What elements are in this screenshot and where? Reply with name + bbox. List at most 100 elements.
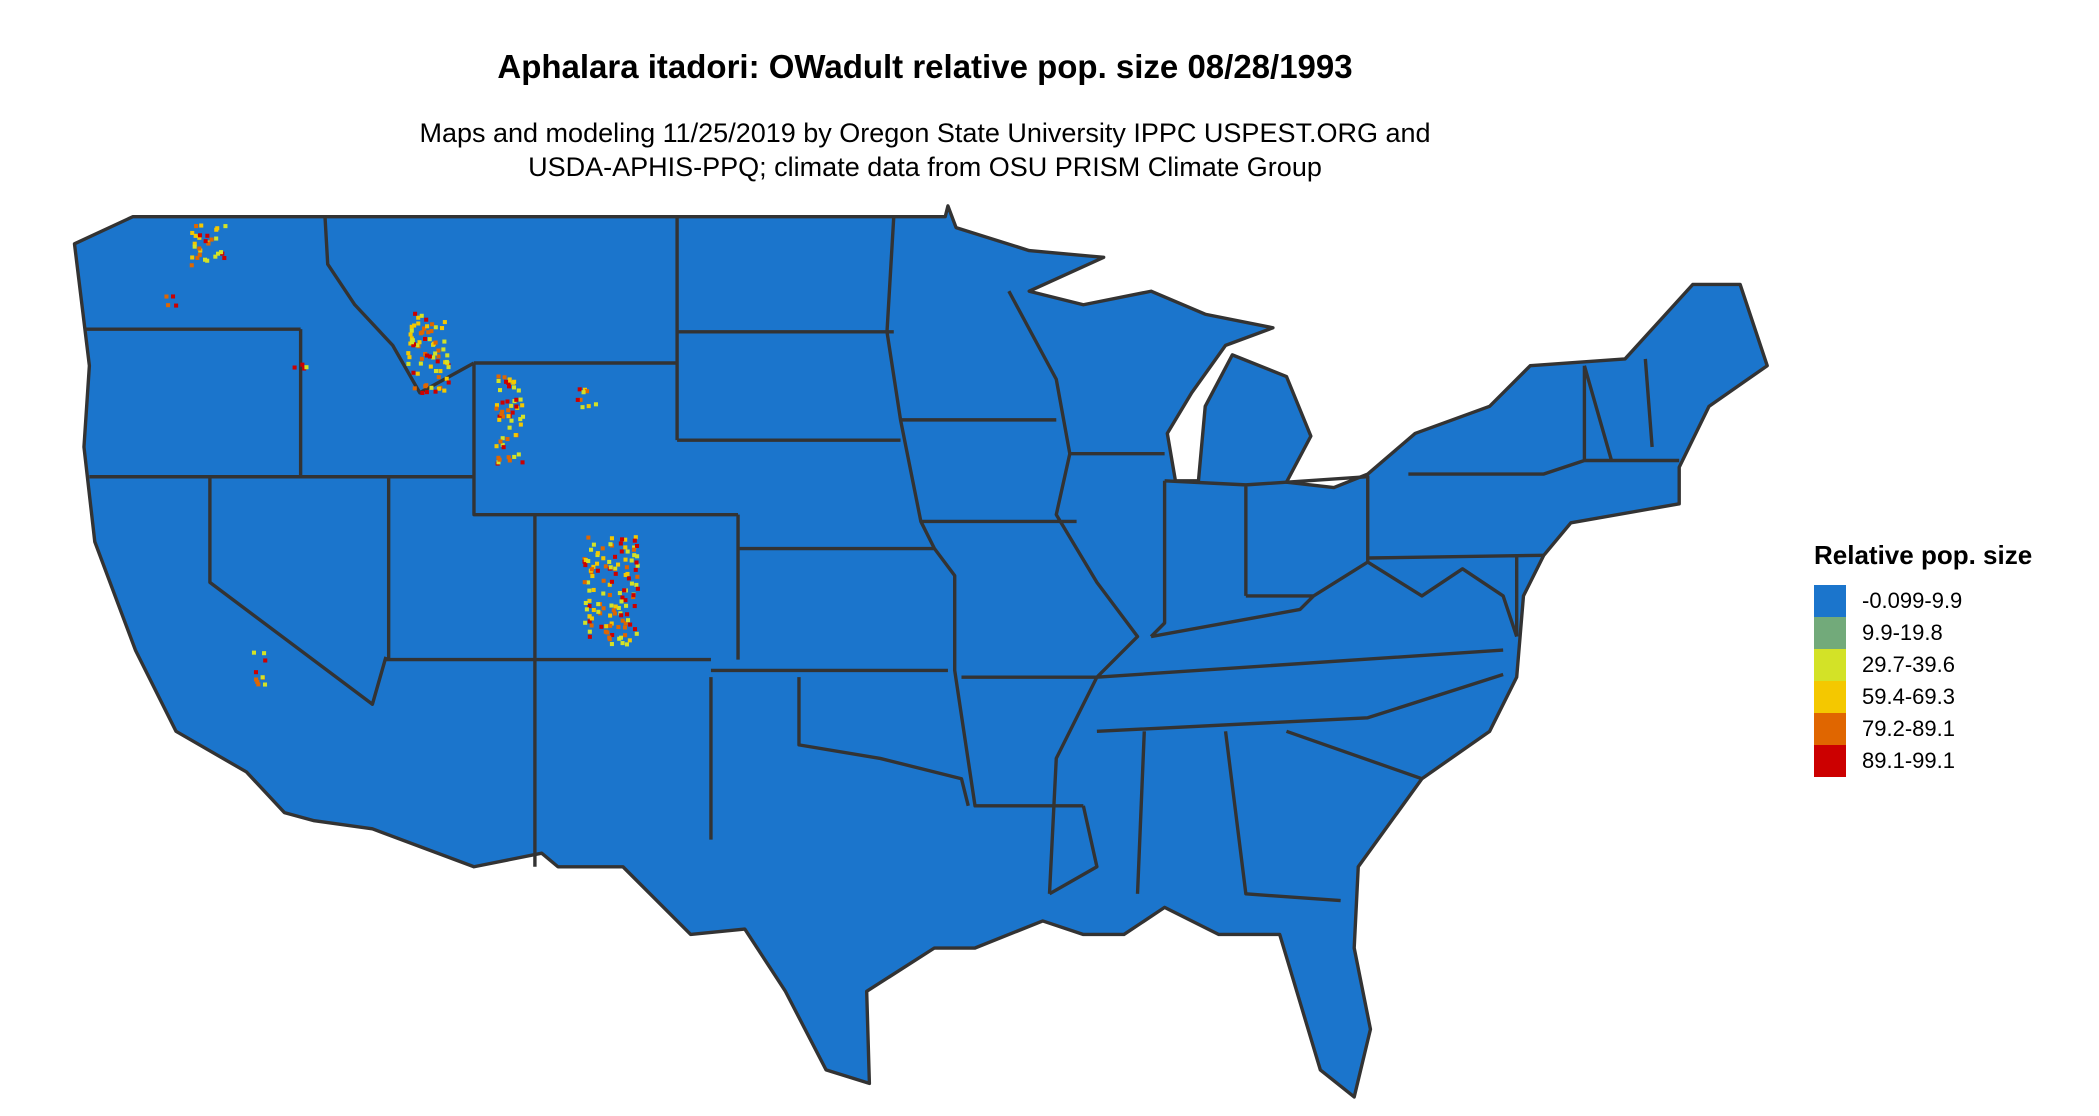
hotspot-cell — [194, 224, 199, 229]
hotspot-cell — [624, 642, 630, 647]
hotspot-cell — [633, 567, 638, 572]
hotspot-cell — [406, 351, 411, 356]
hotspot-cell — [582, 387, 587, 392]
hotspot-cell — [609, 536, 614, 541]
hotspot-cell — [433, 325, 438, 330]
hotspot-cell — [586, 580, 591, 585]
hotspot-cell — [260, 675, 265, 680]
hotspot-cell — [627, 638, 632, 643]
hotspot-cell — [608, 613, 613, 618]
hotspot-cell — [496, 378, 501, 384]
hotspot-cell — [442, 339, 447, 344]
hotspot-cell — [195, 255, 200, 260]
hotspot-cell — [199, 223, 204, 228]
hotspot-cell — [255, 679, 260, 684]
state-borders — [83, 216, 1680, 903]
hotspot-cell — [603, 564, 608, 569]
hotspot-cell — [591, 607, 596, 613]
hotspot-cell — [609, 642, 614, 647]
hotspot-cell — [625, 612, 630, 617]
hotspot-cell — [197, 252, 202, 257]
hotspot-cell — [624, 603, 629, 608]
hotspot-cell — [263, 658, 268, 663]
legend-swatch — [1814, 585, 1846, 617]
hotspot-cell — [520, 460, 525, 465]
hotspot-cell — [193, 233, 198, 238]
hotspot-cell — [632, 538, 637, 543]
hotspot-cell — [618, 541, 623, 546]
hotspot-cell — [616, 605, 621, 610]
legend-swatch — [1814, 745, 1846, 777]
hotspot-cell — [620, 537, 625, 542]
hotspot-cell — [634, 631, 639, 636]
hotspot-cell — [171, 294, 176, 299]
hotspot-cell — [516, 452, 521, 457]
hotspot-cell — [190, 255, 195, 260]
hotspot-cell — [632, 627, 638, 632]
legend-label: 79.2-89.1 — [1862, 716, 1955, 741]
hotspot-cell — [580, 405, 585, 410]
legend-item: 89.1-99.1 — [1814, 745, 2032, 777]
hotspot-cell — [518, 397, 523, 402]
hotspot-cell — [416, 321, 421, 326]
hotspot-cell — [505, 437, 510, 442]
hotspot-cell — [407, 355, 412, 360]
hotspot-cell — [416, 315, 421, 320]
hotspot-cell — [439, 326, 445, 331]
hotspot-cell — [607, 559, 612, 564]
hotspot-cell — [406, 361, 411, 366]
hotspot-cell — [304, 365, 309, 370]
hotspot-cell — [497, 417, 502, 422]
hotspot-cell — [583, 563, 588, 568]
hotspot-cell — [433, 351, 438, 356]
hotspot-cell — [497, 457, 502, 462]
hotspot-cell — [623, 545, 628, 550]
hotspot-cell — [518, 422, 523, 427]
hotspot-cell — [616, 562, 621, 567]
hotspot-cell — [631, 593, 636, 598]
hotspot-cell — [262, 682, 268, 687]
hotspot-cell — [591, 564, 596, 569]
hotspot-cell — [620, 641, 625, 646]
hotspot-cell — [623, 572, 628, 578]
hotspot-cell — [192, 244, 197, 249]
hotspot-cell — [223, 224, 228, 229]
hotspot-cell — [587, 598, 592, 603]
hotspot-cell — [444, 359, 449, 364]
hotspot-cell — [589, 567, 594, 572]
hotspot-cell — [586, 535, 591, 540]
hotspot-cell — [174, 303, 179, 308]
hotspot-cell — [409, 328, 414, 333]
hotspot-cell — [190, 230, 195, 235]
hotspot-cell — [507, 458, 512, 463]
hotspot-cell — [254, 677, 259, 682]
hotspot-cell — [584, 389, 590, 394]
legend-item: -0.099-9.9 — [1814, 585, 2032, 617]
hotspot-cell — [624, 565, 629, 570]
hotspot-cell — [577, 387, 582, 392]
hotspot-cell — [302, 366, 307, 371]
hotspot-cell — [623, 598, 628, 603]
hotspot-cell — [431, 355, 436, 360]
legend-swatch — [1814, 713, 1846, 745]
hotspot-cell — [253, 670, 259, 675]
hotspot-cell — [622, 588, 627, 593]
hotspot-cell — [595, 561, 600, 566]
hotspot-cell — [446, 365, 451, 370]
hotspot-cell — [435, 359, 440, 364]
hotspot-cell — [591, 587, 596, 592]
hotspot-cell — [595, 551, 600, 556]
hotspot-cell — [427, 337, 432, 342]
hotspot-cell — [601, 606, 606, 611]
hotspot-cell — [412, 342, 417, 347]
hotspot-cell — [599, 624, 604, 629]
hotspot-cell — [424, 390, 429, 395]
hotspot-cell — [596, 609, 601, 614]
hotspot-cell — [215, 251, 221, 256]
hotspot-cell — [612, 611, 617, 616]
hotspot-cell — [575, 397, 580, 402]
hotspot-cell — [601, 556, 606, 561]
legend: Relative pop. size -0.099-9.9 9.9-19.8 29.… — [1814, 540, 2032, 777]
hotspot-cell — [520, 414, 526, 419]
